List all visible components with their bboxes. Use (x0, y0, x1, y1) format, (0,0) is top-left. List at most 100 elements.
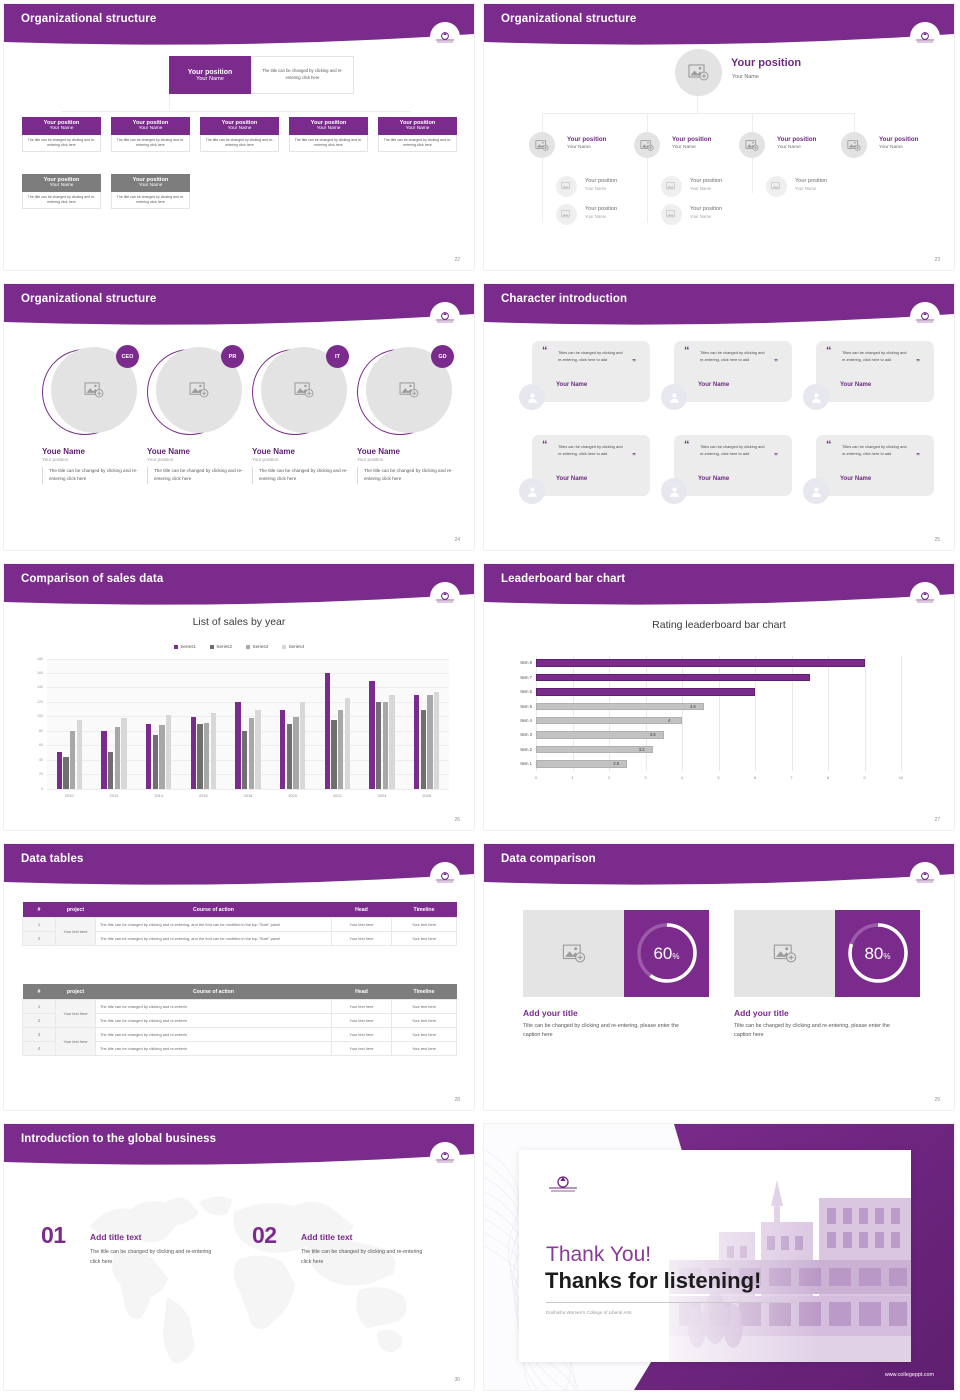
person-avatar[interactable]: CEO (42, 345, 139, 443)
chart-bar (279, 709, 286, 789)
org-box[interactable]: Your position Your Name The title can be … (111, 174, 190, 210)
table-row[interactable]: 1 Your text here The title can be change… (22, 916, 457, 947)
chart-bar (536, 688, 755, 696)
x-axis-tick: 5 (717, 775, 720, 780)
chart-bar (152, 734, 159, 789)
thank-you-heading: Thank You! (546, 1243, 652, 1266)
slide-introduction-global-business[interactable]: Introduction to the global business 01 A… (0, 1120, 480, 1400)
y-axis-tick: 60 (39, 743, 43, 748)
quote-card[interactable] (816, 341, 934, 402)
table-row[interactable]: 2 The title can be changed by clicking a… (22, 1013, 457, 1029)
node-position: Your position (777, 136, 817, 143)
avatar-icon (519, 384, 545, 410)
chart-bar (382, 701, 389, 789)
node-position: Your position (672, 136, 712, 143)
y-axis-tick: Item 8 (520, 660, 532, 666)
slide-comparison-of-sales-data[interactable]: Comparison of sales data List of sales b… (0, 560, 480, 840)
slide-character-introduction[interactable]: Character introduction “ ” Titles can be… (480, 280, 960, 560)
bar-value-label: 3.2 (638, 746, 645, 752)
person-avatar[interactable]: IT (252, 345, 349, 443)
x-axis-tick: 2026 (422, 793, 431, 798)
node-position: Your position (690, 178, 723, 184)
person-avatar[interactable]: GD (357, 345, 454, 443)
avatar-placeholder-icon (661, 176, 682, 197)
slide-thank-you[interactable]: Thank You! Thanks for listening! Doshish… (480, 1120, 960, 1400)
quote-close-icon: ” (916, 452, 920, 461)
chart-title: Rating leaderboard bar chart (652, 619, 786, 631)
org-box[interactable]: Your position Your Name The title can be … (289, 117, 368, 153)
data-table-primary[interactable]: # project Course of action Head Timeline… (22, 902, 457, 947)
quote-text: Titles can be changed by clicking and re… (558, 350, 623, 362)
org-box[interactable]: Your position Your Name The title can be … (22, 174, 101, 210)
data-table-secondary[interactable]: # project Course of action Head Timeline… (22, 984, 457, 1057)
page-number: 25 (934, 537, 940, 543)
x-axis-tick: 0 (534, 775, 538, 780)
page-title: Character introduction (501, 293, 628, 305)
y-axis-tick: Item 5 (520, 703, 532, 709)
page-number: 27 (934, 817, 940, 823)
table-row[interactable]: 2 The title can be changed by clicking a… (22, 931, 457, 947)
slide-leaderboard-bar-chart[interactable]: Leaderboard bar chart Rating leaderboard… (480, 560, 960, 840)
org-box[interactable]: Your position Your Name The title can be … (378, 117, 457, 153)
node-position: Your position (567, 136, 607, 143)
table-row[interactable]: 1 Your text here The title can be change… (22, 998, 457, 1029)
grid-line (755, 656, 756, 771)
org-root-node[interactable]: Your position Your Name (169, 56, 251, 94)
quote-author: Your Name (556, 382, 588, 388)
quote-card[interactable] (816, 435, 934, 496)
person-info: Youe Name Your position The title can be… (42, 447, 142, 484)
quote-card[interactable] (674, 341, 792, 402)
chart-bar (536, 659, 865, 667)
chart-bar (413, 695, 420, 789)
grid-line (718, 656, 719, 771)
grid-line (47, 658, 449, 659)
avatar-icon (519, 478, 545, 504)
node-position: Your position (731, 57, 802, 69)
person-avatar[interactable]: PR (147, 345, 244, 443)
x-axis-tick: 2024 (377, 793, 387, 798)
connector-line (61, 111, 411, 112)
grid-line (828, 656, 829, 771)
y-axis-tick: Item 2 (520, 746, 532, 752)
slide-data-tables[interactable]: Data tables # project Course of action H… (0, 840, 480, 1120)
item-caption: Tilte can be changed by clicking and re-… (523, 1023, 679, 1039)
y-axis-tick: 120 (37, 699, 43, 704)
org-box[interactable]: Your position Your Name The title can be … (111, 117, 190, 153)
slide-org-structure-avatars[interactable]: Organizational structure Your position Y… (480, 0, 960, 280)
brand-logo-icon (910, 22, 940, 52)
quote-card[interactable] (532, 435, 650, 496)
quote-text: Titles can be changed by clicking and re… (842, 444, 907, 456)
grid-line (609, 656, 610, 771)
y-axis-tick: 140 (37, 685, 43, 690)
slide-header (4, 284, 474, 328)
chart-bar (536, 760, 628, 768)
grid-line (682, 656, 683, 771)
slide-org-structure-boxes[interactable]: Organizational structure Your position Y… (0, 0, 480, 280)
chart-bar (427, 695, 433, 789)
slide-org-structure-people[interactable]: Organizational structure CEO Youe Name Y… (0, 280, 480, 560)
slide-header (4, 1124, 474, 1168)
node-position: Your position (690, 206, 723, 212)
item-number: 01 (41, 1222, 66, 1248)
table-row[interactable]: 3 Your text here The title can be change… (22, 1027, 457, 1057)
connector-line (542, 145, 543, 223)
avatar-placeholder-icon (556, 176, 577, 197)
quote-open-icon: “ (826, 439, 832, 451)
connector-line (752, 145, 753, 193)
page-title: Organizational structure (21, 293, 157, 305)
avatar-placeholder-icon (634, 132, 660, 158)
y-axis-tick: Item 4 (520, 717, 532, 723)
grid-line (47, 672, 449, 674)
quote-author: Your Name (840, 382, 872, 388)
slide-data-comparison[interactable]: Data comparison 60% Add your title Tilte… (480, 840, 960, 1120)
org-box[interactable]: Your position Your Name The title can be … (22, 117, 101, 153)
quote-card[interactable] (532, 341, 650, 402)
org-root-note: The title can be changed by clicking and… (251, 56, 354, 94)
chart-plot-area (47, 658, 449, 789)
table-row[interactable]: 4 The title can be changed by clicking a… (22, 1041, 457, 1057)
quote-card[interactable] (674, 435, 792, 496)
world-map-graphic (89, 1196, 407, 1364)
chart-legend: Series1 Series2 Series3 Series4 (4, 644, 474, 649)
org-box[interactable]: Your position Your Name The title can be … (200, 117, 279, 153)
chart-bar (536, 745, 653, 754)
